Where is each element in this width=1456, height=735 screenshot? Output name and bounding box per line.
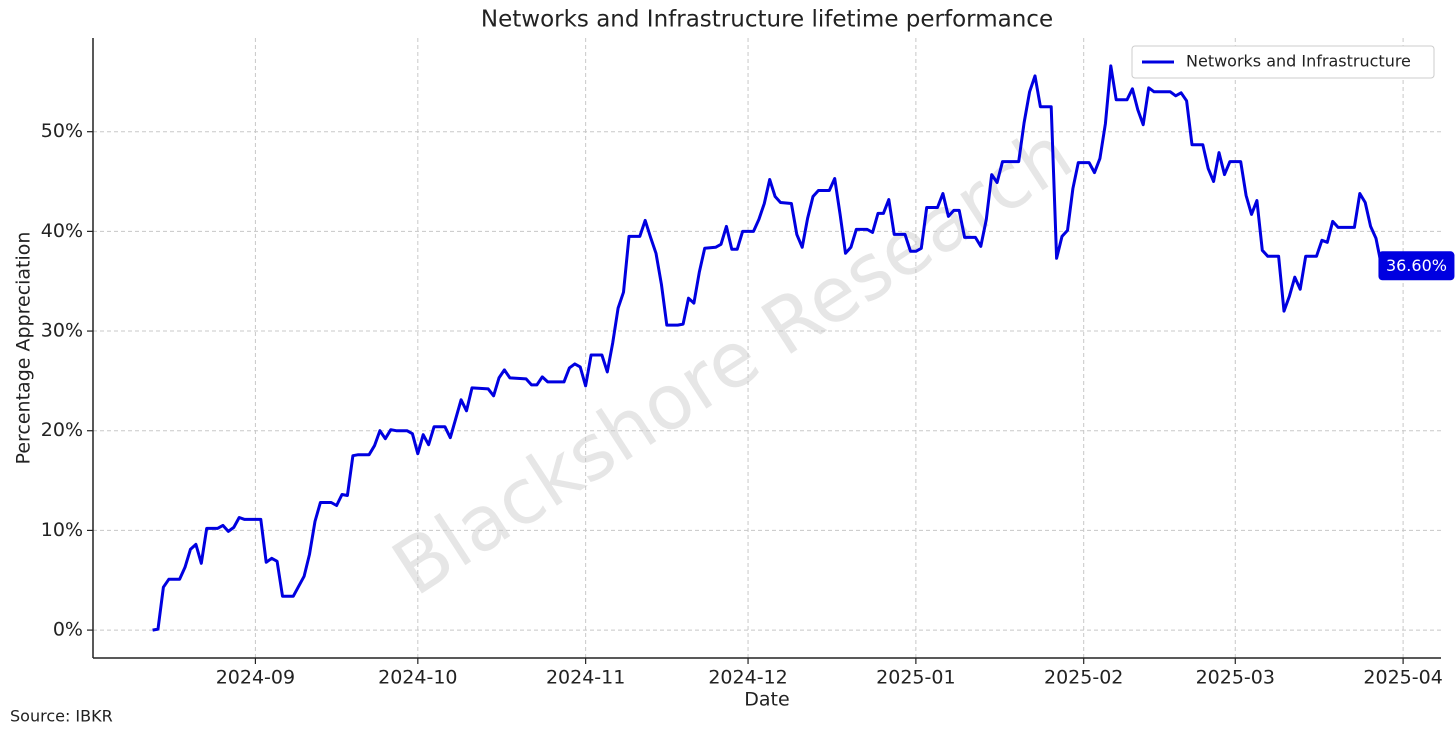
x-tick-label: 2025-01 [876, 667, 955, 689]
legend-box [1131, 45, 1435, 79]
x-tick-label: 2024-10 [378, 667, 457, 689]
x-tick-label: 2025-02 [1044, 667, 1123, 689]
y-axis-label: Percentage Appreciation [13, 232, 35, 465]
x-axis-label: Date [744, 689, 789, 711]
plot-area [93, 38, 1441, 658]
source-note: Source: IBKR [10, 707, 113, 726]
x-tick-label: 2024-11 [546, 667, 625, 689]
series-line [152, 64, 1383, 632]
x-tick-label: 2024-09 [216, 667, 295, 689]
x-tick-label: 2025-03 [1196, 667, 1275, 689]
watermark: Blackshore Research [377, 108, 1087, 612]
value-badge-label: 36.60% [1386, 256, 1447, 275]
y-tick-label: 50% [41, 120, 83, 142]
y-tick-label: 20% [41, 419, 83, 441]
y-tick-label: 10% [41, 519, 83, 541]
value-badge [1378, 251, 1455, 281]
legend-label: Networks and Infrastructure [1186, 52, 1411, 71]
chart-title: Networks and Infrastructure lifetime per… [481, 7, 1053, 33]
x-tick-label: 2024-12 [708, 667, 787, 689]
x-tick-label: 2025-04 [1363, 667, 1442, 689]
y-tick-label: 30% [41, 320, 83, 342]
y-tick-label: 40% [41, 220, 83, 242]
y-tick-label: 0% [53, 619, 83, 641]
